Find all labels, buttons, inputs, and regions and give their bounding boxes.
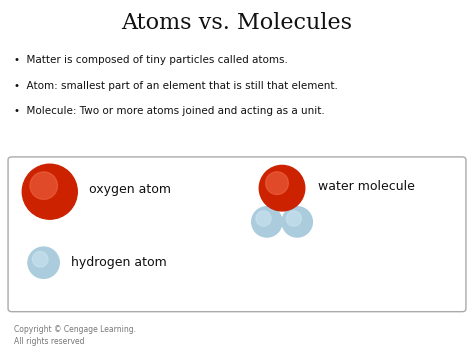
Ellipse shape	[259, 165, 305, 211]
Ellipse shape	[286, 211, 301, 226]
Text: •  Molecule: Two or more atoms joined and acting as a unit.: • Molecule: Two or more atoms joined and…	[14, 106, 325, 116]
Ellipse shape	[282, 207, 312, 237]
Ellipse shape	[252, 207, 282, 237]
Ellipse shape	[22, 164, 77, 219]
FancyBboxPatch shape	[8, 157, 466, 312]
Text: hydrogen atom: hydrogen atom	[71, 256, 167, 269]
Ellipse shape	[256, 211, 271, 226]
Text: Atoms vs. Molecules: Atoms vs. Molecules	[121, 12, 353, 34]
Text: water molecule: water molecule	[318, 180, 414, 193]
Text: oxygen atom: oxygen atom	[89, 184, 171, 196]
Text: •  Matter is composed of tiny particles called atoms.: • Matter is composed of tiny particles c…	[14, 55, 288, 65]
Ellipse shape	[265, 172, 288, 195]
Text: Copyright © Cengage Learning.
All rights reserved: Copyright © Cengage Learning. All rights…	[14, 325, 136, 346]
Text: •  Atom: smallest part of an element that is still that element.: • Atom: smallest part of an element that…	[14, 81, 338, 91]
Ellipse shape	[30, 172, 57, 200]
Ellipse shape	[32, 251, 48, 267]
Ellipse shape	[28, 247, 59, 278]
